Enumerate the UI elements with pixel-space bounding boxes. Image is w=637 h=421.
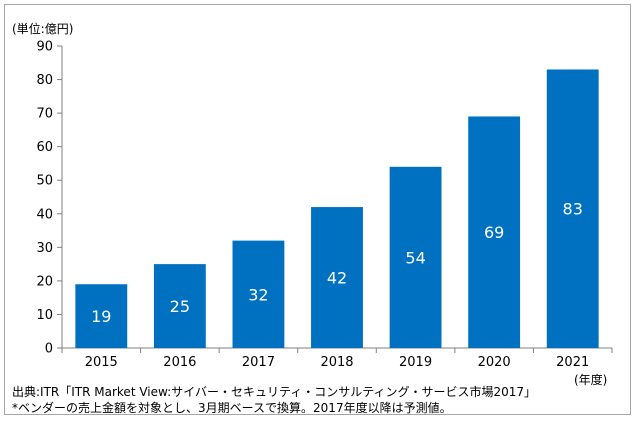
y-tick-label: 70 (36, 107, 53, 122)
y-tick-label: 0 (45, 342, 53, 357)
y-tick-label: 60 (36, 140, 53, 155)
y-tick-label: 40 (36, 207, 53, 222)
bar-value-label: 83 (563, 200, 583, 219)
bar-value-label: 19 (91, 307, 111, 326)
bar-value-label: 42 (327, 269, 347, 288)
footnote: *ベンダーの売上金額を対象とし、3月期ベースで換算。2017年度以降は予測値。 (12, 401, 452, 415)
bar-2020 (468, 116, 521, 348)
y-tick-label: 20 (36, 274, 53, 289)
y-tick-label: 80 (36, 73, 53, 88)
x-tick-label: 2019 (399, 355, 432, 370)
bar-2017 (232, 240, 285, 348)
y-tick-label: 90 (36, 40, 53, 55)
x-tick-label: 2016 (163, 355, 196, 370)
bar-2015 (75, 284, 128, 348)
bar-value-label: 25 (170, 297, 190, 316)
source-note: 出典:ITR「ITR Market View:サイバー・セキュリティ・コンサルテ… (12, 385, 537, 399)
bar-value-label: 32 (248, 285, 268, 304)
x-axis-unit-label: (年度) (574, 373, 608, 387)
y-tick-label: 10 (36, 308, 53, 323)
bar-value-label: 54 (405, 248, 425, 267)
bar-2019 (389, 166, 442, 348)
x-tick-label: 2021 (556, 355, 589, 370)
y-tick-label: 50 (36, 174, 53, 189)
bar-2018 (311, 207, 363, 348)
x-tick-label: 2015 (85, 355, 118, 370)
bar-2021 (546, 69, 599, 348)
y-tick-label: 30 (36, 241, 53, 256)
y-axis-unit-label: (単位:億円) (12, 22, 74, 36)
bar-2016 (153, 264, 206, 348)
x-tick-label: 2020 (478, 355, 511, 370)
x-tick-label: 2017 (242, 355, 275, 370)
x-tick-label: 2018 (320, 355, 353, 370)
bar-value-label: 69 (484, 223, 504, 242)
